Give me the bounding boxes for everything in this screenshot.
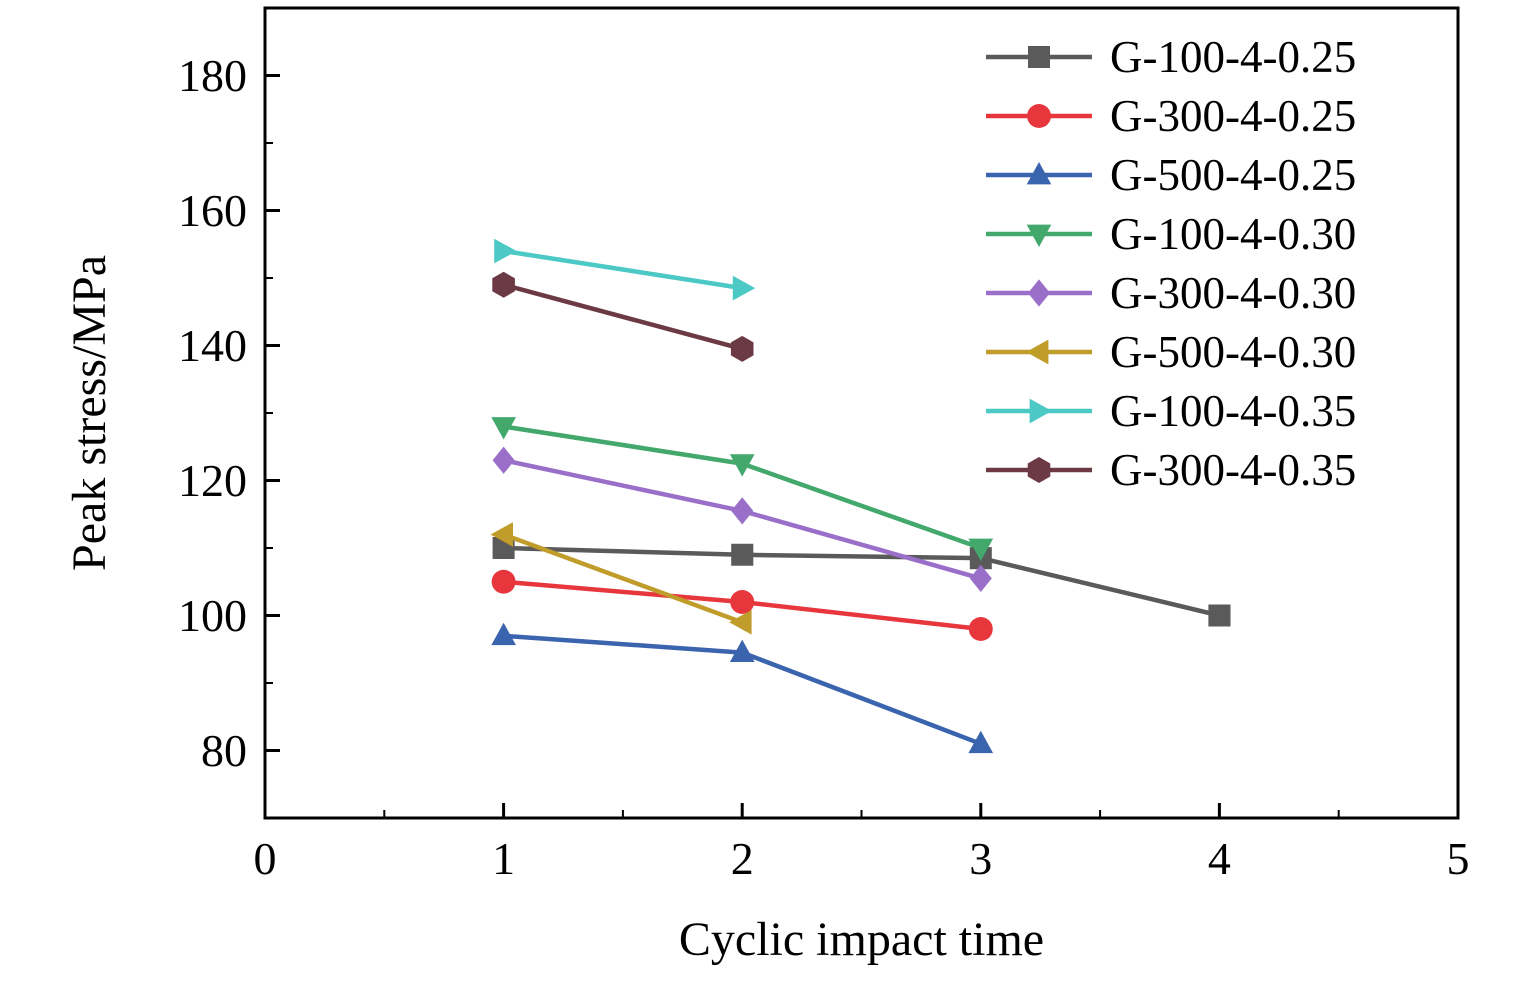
series-line bbox=[501, 248, 745, 291]
x-axis-tick-label: 5 bbox=[1447, 833, 1470, 884]
y-axis-tick-label: 180 bbox=[178, 50, 247, 101]
series-line bbox=[501, 532, 745, 625]
y-axis-title: Peak stress/MPa bbox=[63, 255, 116, 571]
legend-triangle-up-marker bbox=[1026, 162, 1052, 185]
legend-label: G-100-4-0.25 bbox=[1110, 32, 1356, 82]
hexagon-marker bbox=[492, 271, 515, 298]
x-axis-tick-label: 2 bbox=[731, 833, 754, 884]
triangle-down-marker bbox=[729, 454, 755, 477]
series-line bbox=[501, 545, 1222, 618]
series-G-500-4-0.30 bbox=[490, 522, 752, 635]
triangle-left-marker bbox=[729, 609, 752, 635]
triangle-up-marker bbox=[729, 639, 755, 662]
hexagon-marker bbox=[730, 335, 754, 362]
x-axis-tick-label: 4 bbox=[1208, 833, 1231, 884]
series-G-300-4-0.30 bbox=[492, 446, 992, 592]
square-marker bbox=[1208, 604, 1231, 627]
x-axis-tick-label: 1 bbox=[492, 833, 515, 884]
x-axis-tick-label: 3 bbox=[969, 833, 992, 884]
square-marker bbox=[731, 543, 754, 566]
triangle-right-marker bbox=[494, 238, 517, 264]
legend-item: G-100-4-0.30 bbox=[986, 209, 1356, 259]
series-G-300-4-0.25 bbox=[491, 569, 993, 641]
legend-item: G-500-4-0.25 bbox=[986, 150, 1356, 200]
x-axis-tick-label: 0 bbox=[254, 833, 277, 884]
legend-triangle-down-marker bbox=[1026, 224, 1052, 247]
series-G-500-4-0.25 bbox=[491, 622, 994, 754]
legend-item: G-300-4-0.25 bbox=[986, 91, 1356, 141]
circle-marker bbox=[730, 590, 755, 614]
legend-item: G-500-4-0.30 bbox=[986, 327, 1356, 377]
triangle-down-marker bbox=[968, 538, 994, 561]
triangle-up-marker bbox=[968, 730, 994, 754]
legend-diamond-marker bbox=[1028, 279, 1050, 307]
circle-marker bbox=[491, 569, 516, 594]
legend-item: G-100-4-0.25 bbox=[986, 32, 1356, 82]
legend-label: G-100-4-0.30 bbox=[1110, 209, 1356, 259]
legend-item: G-100-4-0.35 bbox=[986, 386, 1356, 436]
triangle-up-marker bbox=[491, 622, 516, 646]
series-line bbox=[501, 424, 984, 551]
series-G-100-4-0.25 bbox=[492, 537, 1231, 627]
legend-item: G-300-4-0.35 bbox=[986, 445, 1356, 495]
y-axis-tick-label: 80 bbox=[201, 725, 247, 776]
legend-hexagon-marker bbox=[1027, 457, 1051, 483]
x-axis-title: Cyclic impact time bbox=[679, 913, 1044, 966]
y-axis-tick-label: 100 bbox=[178, 590, 247, 641]
legend-triangle-right-marker bbox=[1029, 398, 1052, 424]
legend: G-100-4-0.25 G-300-4-0.25 G-500-4-0.25 G-10… bbox=[986, 32, 1356, 495]
y-axis-tick-label: 140 bbox=[178, 320, 247, 371]
series-line bbox=[501, 282, 745, 352]
y-axis-tick-label: 120 bbox=[178, 455, 247, 506]
series-G-300-4-0.35 bbox=[492, 271, 754, 362]
diamond-marker bbox=[731, 497, 754, 525]
series-G-100-4-0.30 bbox=[491, 417, 994, 561]
circle-marker bbox=[968, 617, 993, 641]
legend-triangle-left-marker bbox=[1026, 339, 1049, 365]
legend-label: G-500-4-0.30 bbox=[1110, 327, 1356, 377]
legend-label: G-300-4-0.30 bbox=[1110, 268, 1356, 318]
triangle-left-marker bbox=[490, 522, 513, 547]
diamond-marker bbox=[492, 446, 515, 474]
y-axis-tick-label: 160 bbox=[178, 185, 247, 236]
legend-label: G-500-4-0.25 bbox=[1110, 150, 1356, 200]
legend-circle-marker bbox=[1027, 104, 1051, 128]
legend-label: G-100-4-0.35 bbox=[1110, 386, 1356, 436]
triangle-down-marker bbox=[491, 417, 516, 440]
legend-item: G-300-4-0.30 bbox=[986, 268, 1356, 318]
legend-square-marker bbox=[1028, 46, 1050, 68]
legend-label: G-300-4-0.25 bbox=[1110, 91, 1356, 141]
triangle-right-marker bbox=[732, 275, 756, 301]
legend-label: G-300-4-0.35 bbox=[1110, 445, 1356, 495]
diamond-marker bbox=[969, 564, 992, 592]
series-G-100-4-0.35 bbox=[494, 238, 756, 301]
